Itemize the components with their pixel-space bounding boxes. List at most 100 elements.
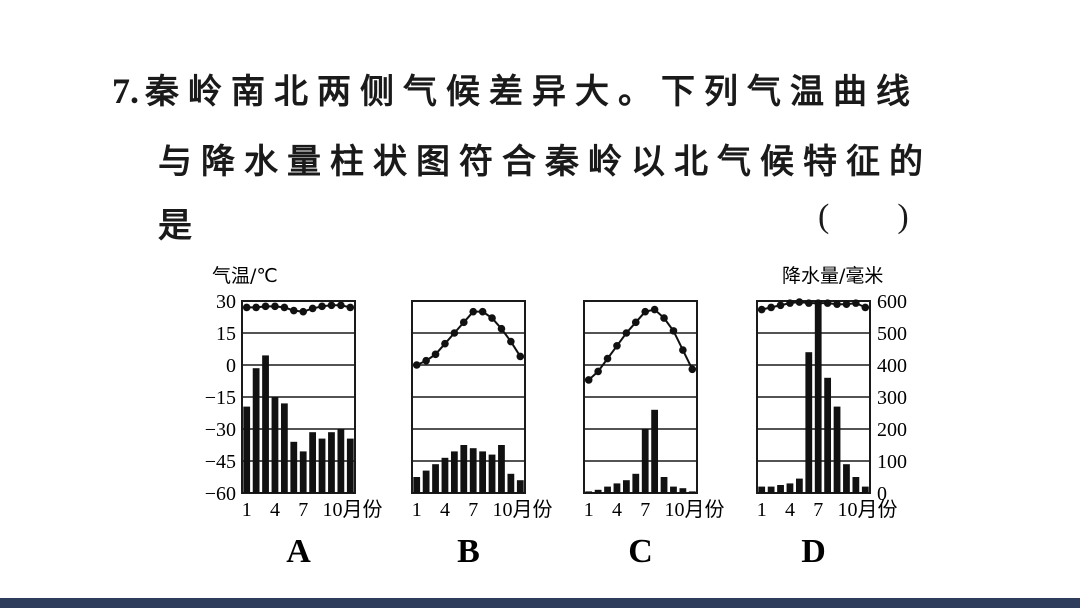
option-label: D	[801, 533, 826, 570]
precipitation-bar	[660, 477, 668, 493]
precipitation-bar	[758, 486, 766, 493]
precipitation-tick-label: 0	[877, 483, 887, 505]
temperature-point	[318, 302, 326, 311]
option-label: C	[628, 533, 653, 570]
temperature-point	[459, 318, 468, 327]
temperature-point	[346, 303, 355, 312]
month-tick-label: 4	[440, 499, 450, 521]
chart-frame	[241, 300, 356, 494]
precipitation-bar	[346, 438, 354, 493]
temperature-point	[669, 327, 678, 335]
temperature-point	[412, 361, 421, 369]
temperature-point	[507, 337, 515, 346]
precipitation-bar	[814, 301, 822, 493]
question-line-1: 7. 秦岭南北两侧气候差异大。下列气温曲线	[112, 64, 919, 113]
temperature-point	[660, 314, 668, 322]
precipitation-bar	[479, 451, 487, 493]
month-tick-label: 7	[298, 499, 308, 521]
precipitation-bar	[271, 397, 279, 493]
temperature-point	[584, 376, 593, 384]
precipitation-bar	[679, 488, 687, 493]
precipitation-axis-title: 降水量/毫米	[782, 265, 883, 287]
month-tick-label: 4	[785, 499, 795, 521]
precipitation-bar	[670, 486, 677, 493]
temperature-point	[757, 305, 766, 314]
temperature-tick-label: 0	[226, 355, 236, 377]
temperature-point	[804, 299, 813, 307]
month-tick-label: 1	[242, 499, 252, 521]
month-tick-label: 7	[468, 499, 478, 521]
precipitation-bar	[795, 478, 803, 493]
month-tick-label: 1	[757, 499, 767, 521]
temperature-axis-title: 气温/℃	[212, 265, 278, 287]
temperature-tick-label: −45	[205, 451, 236, 473]
precipitation-bar	[852, 477, 860, 493]
precipitation-tick-label: 600	[877, 291, 907, 313]
month-tick-label: 1	[412, 499, 422, 521]
temperature-point	[814, 299, 823, 307]
temperature-point	[252, 303, 260, 312]
temperature-tick-label: −15	[205, 387, 236, 409]
chart-frame	[583, 300, 698, 494]
temperature-point	[299, 307, 308, 316]
temperature-tick-label: −60	[205, 483, 236, 505]
temperature-point	[823, 299, 832, 307]
temperature-point	[450, 329, 459, 337]
precipitation-bar	[469, 448, 477, 493]
temperature-point	[650, 305, 659, 314]
temperature-point	[469, 307, 478, 316]
temperature-point	[280, 303, 289, 312]
precipitation-tick-label: 500	[877, 323, 907, 345]
precipitation-bar	[507, 473, 515, 493]
precipitation-bar	[432, 464, 439, 493]
precipitation-bar	[280, 403, 288, 493]
temperature-point	[622, 329, 631, 337]
temperature-point	[641, 307, 650, 316]
temperature-point	[431, 350, 440, 359]
temperature-point	[271, 302, 279, 311]
question-number: 7.	[112, 71, 139, 111]
precipitation-bar	[498, 445, 505, 493]
chart-a: 1 4 7 10月份 A	[241, 300, 382, 570]
precipitation-bar	[622, 480, 630, 493]
question-line-2: 与降水量柱状图符合秦岭以北气候特征的	[158, 142, 932, 182]
precipitation-tick-label: 400	[877, 355, 907, 377]
precipitation-bar	[318, 438, 326, 493]
precipitation-tick-label: 100	[877, 451, 907, 473]
temperature-point	[833, 300, 841, 309]
precipitation-bar	[604, 486, 611, 493]
option-label: A	[286, 533, 311, 570]
temperature-point	[795, 298, 804, 306]
temperature-point	[337, 301, 345, 310]
month-tick-label: 7	[640, 499, 650, 521]
precipitation-bar	[441, 457, 449, 493]
precipitation-bar	[805, 352, 813, 493]
precipitation-bar	[516, 480, 524, 493]
question-line-3: 是	[158, 206, 201, 246]
precipitation-bar	[243, 406, 251, 493]
option-label: B	[457, 533, 480, 570]
temperature-tick-label: −30	[205, 419, 236, 441]
precipitation-bar	[450, 451, 458, 493]
month-tick-label: 4	[612, 499, 622, 521]
axis-ticks: 30 15 0 −15 −30 −45 −60 600 500 400 300 200 100 0	[205, 291, 907, 505]
temperature-point	[261, 302, 270, 311]
precipitation-tick-label: 200	[877, 419, 907, 441]
temperature-point	[861, 303, 870, 312]
temperature-point	[852, 299, 860, 307]
month-tick-label: 10月份	[837, 498, 897, 521]
temperature-point	[422, 356, 430, 365]
answer-bracket: ( )	[818, 198, 909, 235]
precipitation-bar	[309, 432, 317, 493]
precipitation-bar	[786, 483, 794, 493]
precipitation-bar	[651, 409, 659, 493]
temperature-line	[588, 308, 694, 381]
precipitation-bar	[641, 429, 649, 493]
chart-frame	[411, 300, 526, 494]
precipitation-bar	[767, 486, 775, 493]
chart-frame	[756, 300, 871, 494]
precipitation-bar	[777, 485, 784, 493]
question-text-1: 秦岭南北两侧气候差异大。下列气温曲线	[145, 72, 919, 112]
